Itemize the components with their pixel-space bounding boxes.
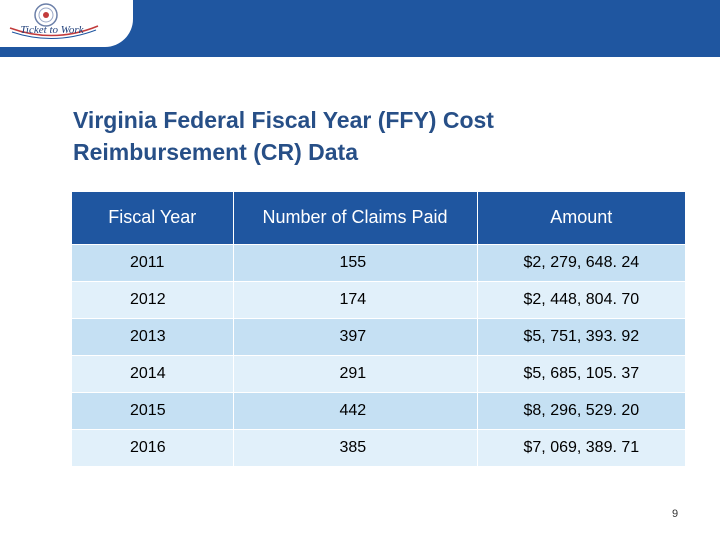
cell-fiscal-year: 2012 [72, 280, 234, 318]
column-header-fiscal-year: Fiscal Year [72, 192, 234, 244]
cell-claims-paid: 155 [233, 243, 478, 281]
cell-fiscal-year: 2011 [72, 243, 234, 281]
logo-text: Ticket to Work [20, 24, 84, 36]
page-title: Virginia Federal Fiscal Year (FFY) Cost … [73, 104, 673, 168]
column-header-claims-paid: Number of Claims Paid [233, 192, 478, 244]
claims-table: Fiscal Year Number of Claims Paid Amount… [72, 192, 685, 466]
cell-claims-paid: 442 [233, 391, 478, 429]
cell-claims-paid: 291 [233, 354, 478, 392]
cell-claims-paid: 385 [233, 428, 478, 466]
table-row: 2012 174 $2, 448, 804. 70 [72, 280, 685, 318]
cell-amount: $2, 448, 804. 70 [477, 280, 685, 318]
title-line-1: Virginia Federal Fiscal Year (FFY) Cost [73, 107, 494, 133]
cell-fiscal-year: 2015 [72, 391, 234, 429]
logo: Ticket to Work [0, 0, 133, 47]
cell-claims-paid: 397 [233, 317, 478, 355]
seal-icon [34, 3, 58, 27]
cell-claims-paid: 174 [233, 280, 478, 318]
table-row: 2015 442 $8, 296, 529. 20 [72, 391, 685, 429]
table-header-row: Fiscal Year Number of Claims Paid Amount [72, 192, 685, 244]
table-row: 2016 385 $7, 069, 389. 71 [72, 428, 685, 466]
table-row: 2011 155 $2, 279, 648. 24 [72, 243, 685, 281]
cell-amount: $8, 296, 529. 20 [477, 391, 685, 429]
title-line-2: Reimbursement (CR) Data [73, 139, 358, 165]
cell-amount: $2, 279, 648. 24 [477, 243, 685, 281]
cell-fiscal-year: 2014 [72, 354, 234, 392]
cell-amount: $5, 751, 393. 92 [477, 317, 685, 355]
cell-fiscal-year: 2016 [72, 428, 234, 466]
cell-amount: $5, 685, 105. 37 [477, 354, 685, 392]
page-number: 9 [671, 508, 679, 520]
column-header-amount: Amount [477, 192, 685, 244]
table-row: 2014 291 $5, 685, 105. 37 [72, 354, 685, 392]
table-row: 2013 397 $5, 751, 393. 92 [72, 317, 685, 355]
cell-amount: $7, 069, 389. 71 [477, 428, 685, 466]
swoosh-icon [9, 25, 99, 39]
cell-fiscal-year: 2013 [72, 317, 234, 355]
